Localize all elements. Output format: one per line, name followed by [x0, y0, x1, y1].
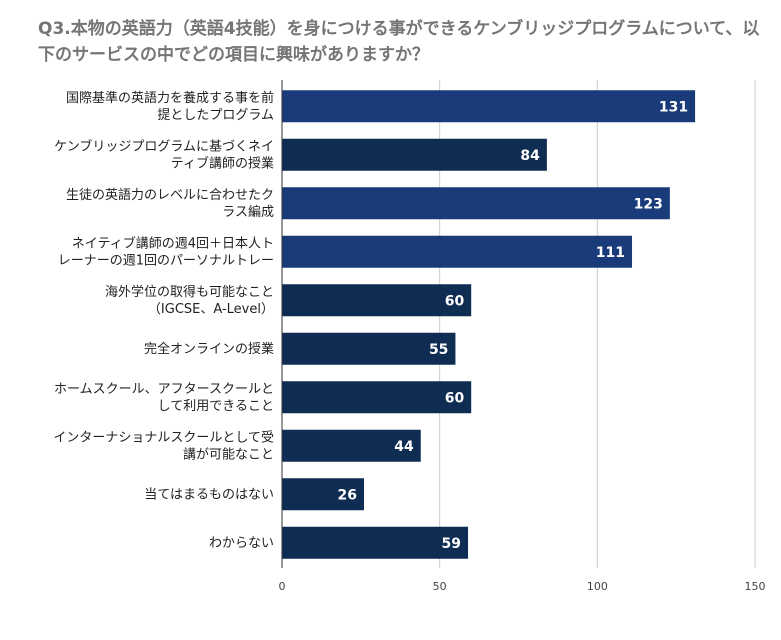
category-label: 生徒の英語力のレベルに合わせたクラス編成: [66, 187, 274, 220]
x-tick-label: 0: [279, 580, 286, 593]
category-label-line: 生徒の英語力のレベルに合わせたク: [66, 187, 274, 203]
data-label: 131: [659, 99, 688, 115]
category-label-line: ラス編成: [222, 204, 274, 220]
bar: [282, 187, 670, 220]
data-label: 59: [442, 536, 461, 552]
category-label: 当てはまるものはない: [144, 487, 274, 502]
data-label: 84: [520, 148, 540, 164]
category-label-line: インターナショナルスクールとして受: [53, 430, 274, 445]
category-label-line: レーナーの週1回のパーソナルトレー: [58, 253, 274, 268]
category-label: ネイティブ講師の週4回＋日本人トレーナーの週1回のパーソナルトレー: [58, 235, 274, 268]
x-tick-label: 50: [433, 580, 447, 593]
bar: [282, 138, 547, 171]
x-tick-label: 100: [587, 580, 608, 593]
category-label-line: わからない: [209, 536, 274, 551]
bar: [282, 284, 472, 317]
bar: [282, 332, 456, 365]
category-label-line: 完全オンラインの授業: [144, 341, 274, 357]
bar: [282, 478, 364, 511]
bar: [282, 526, 469, 559]
data-label: 60: [445, 390, 465, 406]
category-label: ホームスクール、アフタースクールとして利用できること: [54, 382, 274, 414]
data-label: 26: [338, 487, 357, 503]
category-label-line: 提としたプログラム: [157, 107, 274, 123]
category-label-line: ネイティブ講師の週4回＋日本人ト: [72, 235, 274, 251]
bar: [282, 381, 472, 414]
bar: [282, 429, 421, 462]
category-label-line: 当てはまるものはない: [144, 487, 274, 502]
bar: [282, 235, 633, 268]
category-label: 国際基準の英語力を養成する事を前提としたプログラム: [66, 90, 274, 123]
chart-title: Q3.本物の英語力（英語4技能）を身につける事ができるケンブリッジプログラムにつ…: [38, 19, 760, 65]
data-label: 55: [429, 342, 448, 358]
category-label-line: ケンブリッジプログラムに基づくネイ: [54, 138, 274, 154]
data-label: 44: [394, 439, 414, 455]
category-label-line: ホームスクール、アフタースクールと: [54, 382, 274, 397]
bar: [282, 90, 696, 123]
category-label: インターナショナルスクールとして受講が可能なこと: [53, 430, 274, 462]
data-label: 123: [634, 196, 663, 212]
category-label: 海外学位の取得も可能なこと （IGCSE、A-Level）: [105, 284, 274, 317]
category-label-line: ティブ講師の授業: [171, 155, 274, 171]
category-label: わからない: [209, 536, 274, 551]
data-label: 60: [445, 293, 465, 309]
data-label: 111: [596, 245, 625, 261]
category-label-line: 講が可能なこと: [183, 446, 274, 462]
category-label-line: 国際基準の英語力を養成する事を前: [66, 90, 274, 106]
category-label: ケンブリッジプログラムに基づくネイティブ講師の授業: [54, 138, 274, 171]
category-label-line: （IGCSE、A-Level）: [148, 302, 274, 317]
x-tick-label: 150: [745, 580, 766, 593]
category-label: 完全オンラインの授業: [144, 341, 274, 357]
category-label-line: 海外学位の取得も可能なこと: [105, 284, 274, 300]
category-label-line: して利用できること: [158, 399, 274, 414]
